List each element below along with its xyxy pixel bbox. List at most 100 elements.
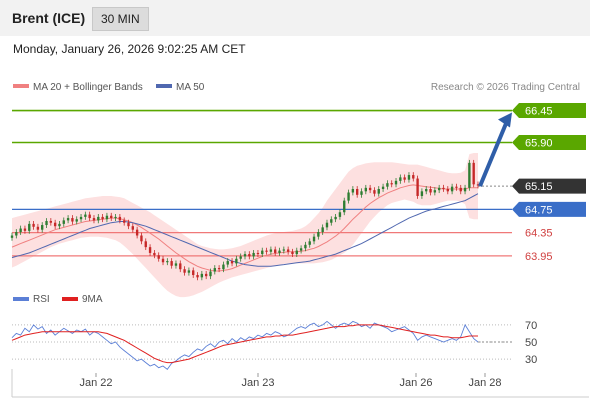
x-tick-label: Jan 23 — [241, 377, 274, 389]
level-label-resistance-1: 65.90 — [525, 138, 553, 150]
candle-body — [196, 275, 199, 278]
candle-body — [355, 189, 359, 195]
candle-body — [429, 189, 432, 193]
candle-body — [286, 249, 290, 252]
bollinger-bands — [12, 153, 478, 298]
candle-body — [412, 175, 415, 179]
candle-body — [179, 263, 182, 270]
candle-body — [45, 220, 48, 226]
candle-body — [312, 236, 316, 242]
candle-body — [209, 271, 212, 277]
candle-body — [403, 177, 406, 180]
candle-body — [217, 268, 221, 270]
candle-body — [252, 252, 255, 257]
candle-body — [455, 186, 458, 188]
candle-body — [36, 226, 40, 230]
candle-body — [261, 250, 264, 255]
candle-body — [140, 235, 143, 242]
rsi-panel: 70 50 30 — [11, 320, 537, 371]
candle-body — [144, 241, 147, 248]
level-label-support-5: 63.95 — [525, 251, 553, 263]
candle-body — [84, 214, 87, 217]
rsi-tick-70: 70 — [525, 320, 537, 332]
candle-body — [295, 250, 298, 255]
candle-body — [19, 228, 22, 233]
x-tick-label: Jan 26 — [399, 377, 432, 389]
candle-body — [166, 261, 169, 263]
candle-body — [416, 178, 419, 196]
candle-body — [230, 261, 234, 264]
candle-body — [343, 200, 346, 213]
candle-body — [92, 218, 96, 221]
research-credit: Research © 2026 Trading Central — [431, 82, 580, 93]
candle-body — [62, 220, 65, 224]
legend-swatch-rsi — [13, 297, 29, 301]
rsi-tick-30: 30 — [525, 354, 537, 366]
candle-body — [442, 187, 445, 189]
candle-body — [135, 229, 139, 236]
candlesticks — [10, 159, 480, 281]
level-label-support-4: 64.35 — [525, 228, 553, 240]
candle-body — [23, 228, 27, 231]
legend-swatch-ma50 — [156, 84, 172, 88]
candle-body — [399, 177, 402, 181]
candle-body — [330, 219, 333, 223]
legend-ma50-label: MA 50 — [176, 82, 205, 93]
candle-body — [187, 270, 191, 273]
candle-body — [446, 189, 449, 192]
rsi-tick-50: 50 — [525, 337, 537, 349]
candle-body — [10, 235, 14, 238]
level-tag-pivot-3 — [512, 201, 586, 217]
level-label-pivot-3: 64.75 — [525, 204, 553, 216]
level-tag-last-2 — [512, 178, 586, 194]
candle-body — [386, 183, 389, 187]
candle-body — [222, 264, 225, 270]
candle-body — [338, 212, 342, 217]
level-label-resistance-0: 66.45 — [525, 106, 553, 118]
projection-arrow-shaft — [478, 122, 508, 187]
candle-body — [256, 252, 260, 255]
candle-body — [347, 192, 350, 201]
candle-body — [459, 187, 462, 192]
candle-body — [53, 222, 57, 227]
candle-body — [450, 186, 454, 192]
candle-body — [200, 273, 204, 278]
candle-body — [192, 270, 195, 276]
candle-body — [360, 191, 363, 195]
interval-button[interactable]: 30 MIN — [92, 7, 149, 31]
candle-body — [122, 220, 126, 223]
x-tick-label: Jan 22 — [79, 377, 112, 389]
candle-body — [463, 187, 467, 192]
candle-body — [183, 269, 186, 273]
candle-body — [58, 223, 61, 227]
candle-body — [351, 189, 355, 193]
candle-body — [235, 258, 238, 264]
candle-body — [161, 258, 165, 263]
x-tick-label: Jan 28 — [468, 377, 501, 389]
chart-datetime: Monday, January 26, 2026 9:02:25 AM CET — [13, 42, 246, 56]
candle-body — [248, 254, 251, 257]
candle-body — [110, 215, 113, 219]
rsi-ma-line — [11, 324, 478, 364]
x-axis: Jan 22 Jan 23 Jan 26 Jan 28 — [11, 369, 589, 398]
candle-body — [274, 249, 277, 253]
level-label-last-2: 65.15 — [525, 181, 553, 193]
candle-body — [321, 227, 324, 233]
candle-body — [226, 261, 229, 265]
candle-body — [66, 218, 70, 221]
candle-body — [15, 232, 18, 236]
candle-body — [79, 216, 83, 220]
candle-body — [105, 215, 109, 220]
candle-body — [394, 180, 398, 185]
legend-rsi-label: RSI — [33, 294, 50, 305]
rsi-line — [11, 320, 479, 371]
candle-body — [291, 251, 294, 255]
legend-rsi-ma-label: 9MA — [82, 294, 103, 305]
legend-ma20-label: MA 20 + Bollinger Bands — [33, 82, 143, 93]
candle-body — [299, 248, 303, 251]
candle-body — [381, 186, 385, 189]
moving-averages — [11, 184, 479, 272]
candle-body — [114, 216, 117, 219]
candle-body — [420, 191, 424, 196]
candle-body — [425, 189, 428, 192]
